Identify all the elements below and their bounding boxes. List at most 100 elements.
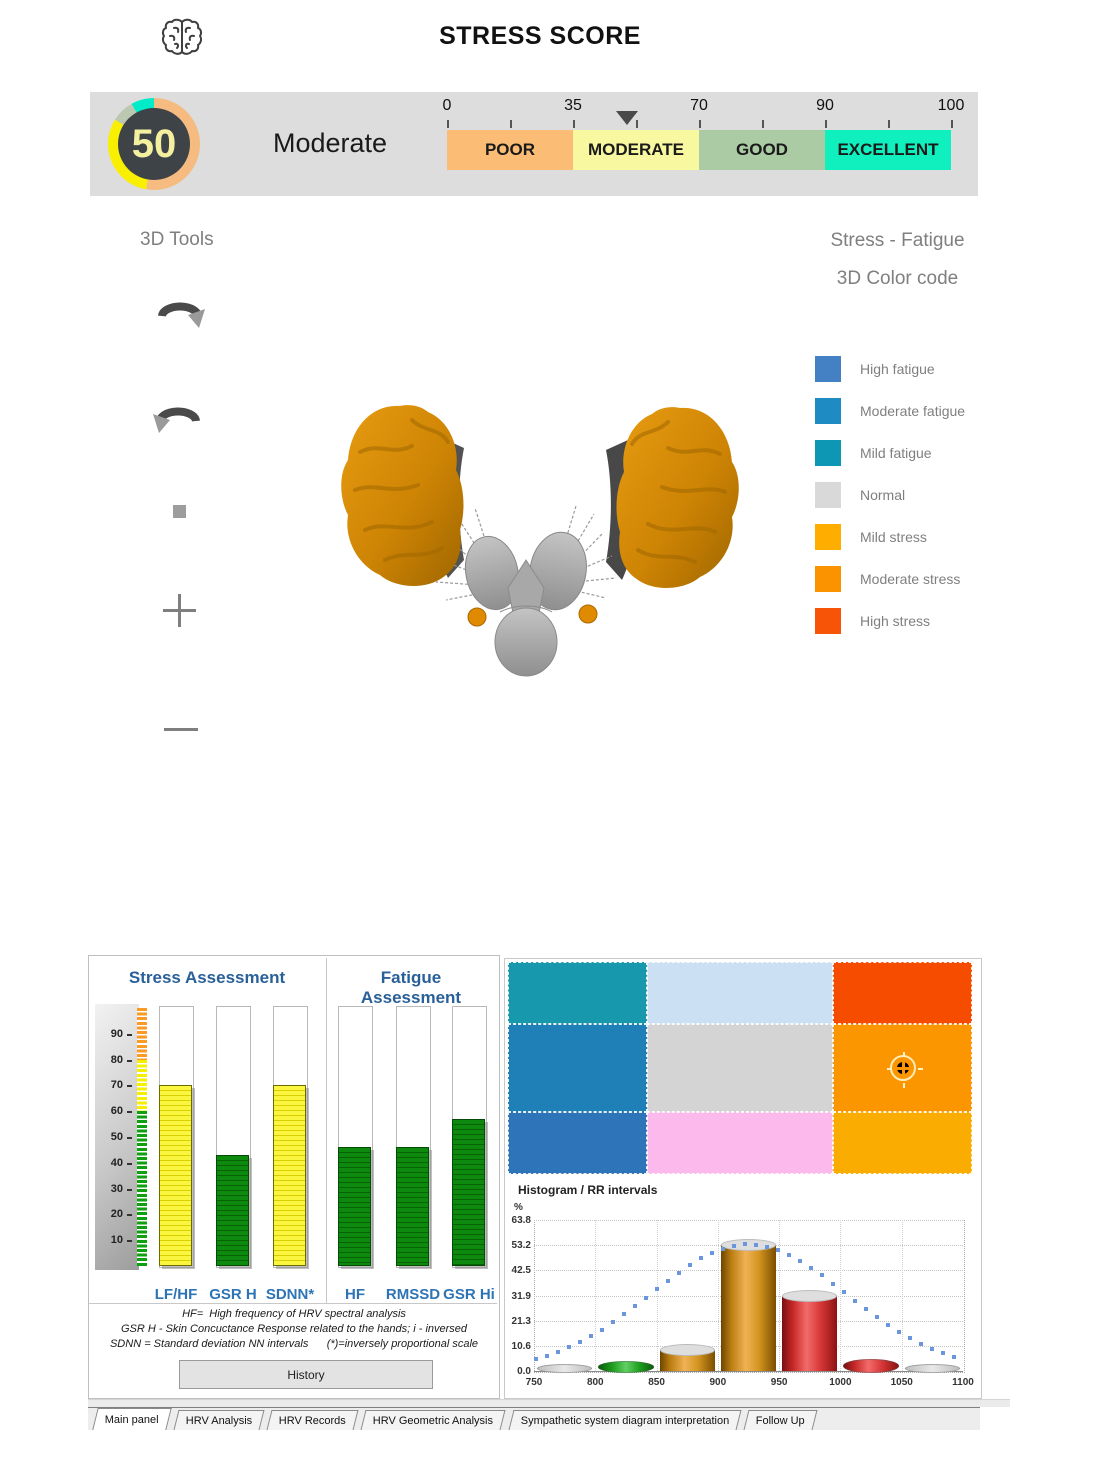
legend-item-label: Mild fatigue: [860, 445, 932, 461]
zoom-out-icon[interactable]: [164, 728, 198, 731]
y-axis-tick-label: 80: [110, 1053, 123, 1066]
crosshair-tick: [903, 1083, 905, 1088]
y-axis-tick-mark: [127, 1085, 132, 1088]
scale-segment-excellent: EXCELLENT: [825, 130, 951, 170]
y-axis-color-strip: [137, 1008, 147, 1266]
distribution-curve-dot: [600, 1327, 604, 1332]
histogram-x-tick-label: 1050: [890, 1377, 913, 1388]
history-button[interactable]: History: [179, 1360, 433, 1389]
assessment-bar-sdnn-: [273, 1085, 306, 1266]
tab-hrv-geometric-analysis[interactable]: HRV Geometric Analysis: [360, 1410, 507, 1430]
histogram-x-tick-label: 1000: [829, 1377, 852, 1388]
distribution-curve-dot: [567, 1345, 571, 1350]
histogram-y-tick-label: 63.8: [511, 1215, 531, 1226]
crosshair-tick: [918, 1068, 923, 1070]
tab-label: Sympathetic system diagram interpretatio…: [520, 1414, 729, 1427]
histogram-x-tick-label: 800: [586, 1377, 604, 1388]
panel-divider-horizontal: [89, 1303, 497, 1304]
assessment-bar-gsr-hi: [452, 1118, 485, 1266]
histogram-gridline: [595, 1220, 597, 1371]
histogram-y-tick-label: 42.5: [511, 1265, 531, 1277]
distribution-curve-dot: [699, 1256, 703, 1261]
tab-hrv-records[interactable]: HRV Records: [266, 1410, 359, 1430]
brain-3d-view[interactable]: [330, 390, 750, 700]
tab-main-panel[interactable]: Main panel: [92, 1408, 172, 1430]
distribution-curve-dot: [776, 1247, 780, 1252]
histogram-y-axis-label: %: [514, 1202, 523, 1213]
legend-title-1: Stress - Fatigue: [830, 230, 965, 251]
tab-hrv-analysis[interactable]: HRV Analysis: [173, 1410, 265, 1430]
panel-divider-vertical: [326, 958, 327, 1303]
histogram-gridline: [901, 1220, 903, 1371]
rotate-counterclockwise-icon[interactable]: [153, 399, 205, 439]
tab-sympathetic-system-diagram-interpretation[interactable]: Sympathetic system diagram interpretatio…: [508, 1410, 742, 1430]
assessment-panel: Stress Assessment Fatigue Assessment 10 2…: [88, 955, 500, 1399]
histogram-x-tick-label: 950: [770, 1377, 788, 1388]
distribution-curve-dot: [820, 1273, 824, 1278]
assessment-bar-gsr-h: [216, 1155, 249, 1266]
stop-icon[interactable]: [173, 505, 186, 518]
y-axis-tick-label: 20: [110, 1208, 123, 1221]
tab-follow-up[interactable]: Follow Up: [743, 1410, 818, 1430]
histogram-x-tick-label: 750: [525, 1377, 543, 1388]
y-axis-tick-label: 70: [110, 1079, 123, 1092]
distribution-curve-dot: [886, 1322, 890, 1327]
histogram-y-tick-label: 53.2: [511, 1240, 531, 1252]
scale-tick-mark: [699, 120, 701, 128]
histogram-bar-low: [537, 1364, 593, 1373]
y-axis-tick-mark: [127, 1111, 132, 1114]
distribution-curve-dot: [556, 1349, 560, 1354]
histogram-gridline: [779, 1220, 781, 1371]
histogram-x-tick-label: 850: [648, 1377, 665, 1388]
legend-swatch: [815, 398, 841, 424]
brain-icon: [161, 18, 203, 55]
score-gauge: 50: [118, 108, 190, 180]
zoom-in-icon[interactable]: [163, 594, 196, 627]
tab-label: HRV Geometric Analysis: [373, 1414, 494, 1427]
matrix-cell: [508, 1112, 647, 1174]
histogram-gridline: [656, 1220, 658, 1371]
distribution-curve-dot: [809, 1265, 813, 1270]
tab-label: Follow Up: [755, 1414, 805, 1427]
tab-label: Main panel: [104, 1413, 159, 1426]
histogram-baseline: [534, 1371, 963, 1372]
scale-tick-label: 0: [442, 97, 452, 114]
distribution-curve-dot: [710, 1250, 714, 1255]
distribution-curve-dot: [754, 1242, 758, 1247]
scale-segment-good: GOOD: [699, 130, 825, 170]
crosshair-marker-icon[interactable]: [887, 1052, 923, 1088]
bar-category-label: SDNN*: [265, 1286, 315, 1303]
distribution-curve-dot: [721, 1246, 725, 1251]
legend-title-2: 3D Color code: [836, 268, 959, 289]
matrix-cell: [647, 1024, 833, 1112]
distribution-curve-dot: [655, 1287, 659, 1292]
distribution-curve-dot: [908, 1336, 912, 1341]
legend-item-label: High fatigue: [860, 361, 935, 377]
distribution-curve-dot: [831, 1281, 835, 1286]
histogram-bar: [720, 1245, 777, 1371]
score-marker-icon: [616, 111, 638, 125]
distribution-curve-dot: [534, 1356, 538, 1361]
scale-tick-mark: [510, 120, 512, 128]
distribution-curve-dot: [545, 1353, 549, 1358]
axis-zone: [137, 1059, 147, 1112]
stress-assessment-title: Stress Assessment: [128, 968, 286, 987]
bar-category-label: GSR H: [209, 1286, 257, 1303]
histogram-x-tick-label: 1100: [952, 1377, 974, 1388]
matrix-cell: [508, 1024, 647, 1112]
legend-swatch: [815, 356, 841, 382]
crosshair-cross: [894, 1066, 912, 1070]
rotate-clockwise-icon[interactable]: [153, 294, 205, 334]
distribution-curve-dot: [589, 1334, 593, 1339]
fatigue-assessment-title: Fatigue Assessment: [360, 968, 462, 1007]
scale-tick-label: 35: [564, 97, 582, 114]
scale-tick-mark: [888, 120, 890, 128]
y-axis-tick-mark: [127, 1214, 132, 1217]
y-axis-tick-label: 50: [110, 1131, 123, 1143]
axis-zone: [137, 1008, 147, 1060]
distribution-curve-dot: [875, 1315, 879, 1320]
tools-title: 3D Tools: [140, 229, 214, 250]
histogram-x-tick-label: 900: [709, 1377, 727, 1388]
scale-tick-mark: [762, 120, 764, 128]
